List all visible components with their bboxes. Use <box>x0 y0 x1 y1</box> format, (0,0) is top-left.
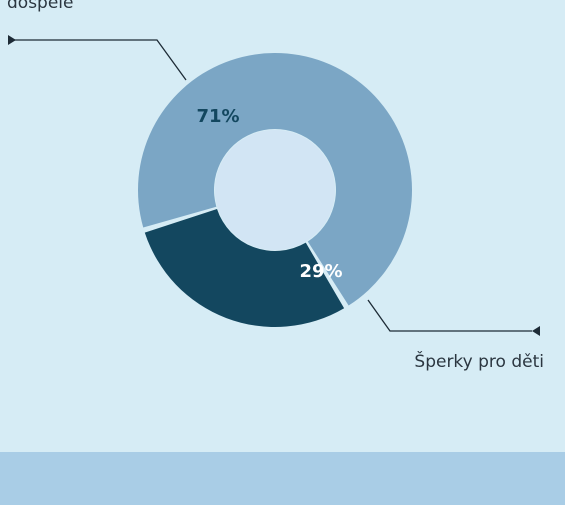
donut-chart: 71% 29% <box>8 35 540 336</box>
percentage-labels: 71% 29% <box>196 106 342 282</box>
donut-hole <box>215 130 335 250</box>
arrow-kids <box>532 326 540 336</box>
arrow-adults <box>8 35 16 45</box>
bottom-band <box>0 452 565 505</box>
donut-slices <box>138 53 413 327</box>
pct-label-adults: 71% <box>196 106 239 127</box>
leader-line-kids <box>367 299 532 332</box>
label-kids: Šperky pro děti <box>414 352 544 372</box>
slice-kids <box>144 208 345 327</box>
leader-lines <box>8 35 540 336</box>
leader-line-adults <box>12 39 187 81</box>
pct-label-kids: 29% <box>299 261 342 282</box>
slice-adults <box>138 53 413 306</box>
label-adults: dospělé <box>7 0 74 13</box>
